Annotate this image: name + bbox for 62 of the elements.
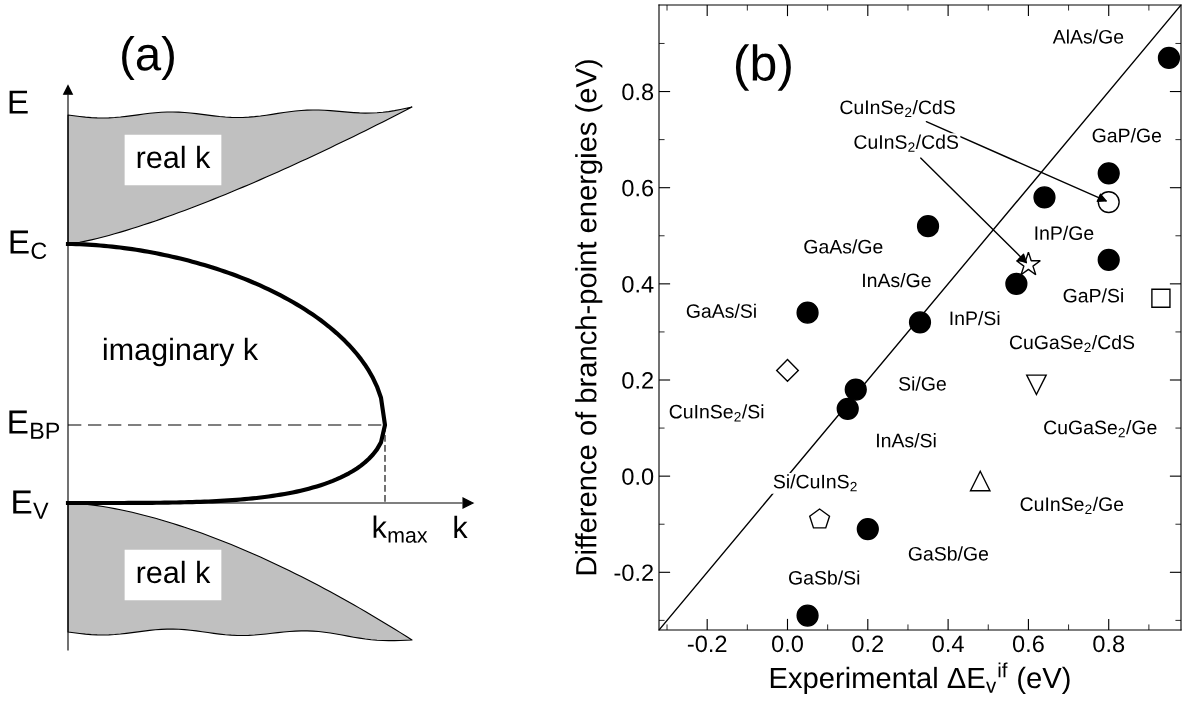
point (809, 508, 831, 529)
annotation: CuInSe$_{2}$/Ge (1020, 496, 1124, 514)
x-tick-label: 0.0 (772, 635, 803, 653)
annotation: CuGaSe$_{2}$/CdS (1009, 334, 1135, 353)
point (796, 604, 819, 627)
x-axis-title: Experimental ΔE$_{v}$$^{if}$ (eV) (770, 662, 1070, 695)
y-tick-label: 0.6 (622, 179, 654, 197)
point (836, 397, 859, 420)
annotation: GaSb/Si (789, 570, 860, 585)
x-tick-label: -0.2 (687, 635, 727, 653)
y-tick-label: 0.2 (622, 372, 653, 389)
point (775, 358, 799, 382)
text: (a) (122, 35, 174, 80)
annotation: CuGaSe$_{2}$/Ge (1044, 420, 1157, 438)
point (1097, 248, 1120, 271)
y-tick-label: 0.4 (622, 275, 654, 293)
point (1033, 186, 1056, 209)
annotation: CuInSe$_{2}$/CdS (840, 99, 955, 118)
point (1015, 251, 1041, 276)
y-tick-label: -0.2 (614, 564, 653, 582)
text: real k (137, 560, 211, 584)
x-tick-label: 0.2 (852, 635, 884, 653)
text: k (454, 515, 468, 538)
text: (b) (735, 44, 791, 91)
annotation: GaAs/Ge (804, 239, 883, 254)
x-tick-label: 0.4 (932, 635, 964, 653)
text: imaginary k (103, 337, 259, 367)
point (1026, 374, 1047, 396)
annotation: AlAs/Ge (1052, 29, 1124, 44)
y-tick-label: 0.8 (622, 83, 654, 101)
annotation: Si/CuInS$_{2}$ (773, 474, 857, 492)
y-tick-label: 0.0 (622, 468, 654, 485)
point (1151, 288, 1171, 308)
annotation: InP/Ge (1035, 225, 1094, 241)
text: real k (137, 145, 211, 169)
point (969, 470, 991, 492)
annotation: InAs/Si (877, 433, 936, 448)
point (908, 311, 932, 334)
point (796, 301, 819, 324)
point (844, 378, 867, 401)
annotation: CuInSe$_{2}$/Si (669, 404, 764, 422)
annotation: GaP/Si (1063, 288, 1123, 303)
annotation: CuInS$_{2}$/CdS (854, 134, 959, 152)
annotation: InAs/Ge (863, 272, 931, 288)
annotation: Si/Ge (898, 376, 946, 391)
x-tick-label: 0.6 (1012, 635, 1044, 653)
point (916, 215, 940, 238)
y-axis-title: Difference of branch-point energies (eV) (575, 60, 603, 575)
text: E$_{BP}$ (9, 410, 60, 439)
annotation: GaP/Ge (1092, 128, 1162, 143)
point (1097, 162, 1120, 185)
annotation: GaSb/Ge (908, 546, 989, 561)
text: E$_{V}$ (13, 490, 49, 519)
point (1005, 272, 1028, 295)
point (1157, 46, 1181, 69)
annotation: GaAs/Si (686, 303, 756, 318)
annotation: InP/Si (950, 310, 1000, 326)
text: E (9, 90, 28, 114)
point (856, 517, 879, 541)
x-tick-label: 0.8 (1093, 635, 1125, 653)
text: k$_{max}$ (373, 515, 428, 543)
text: E$_{C}$ (10, 230, 47, 260)
